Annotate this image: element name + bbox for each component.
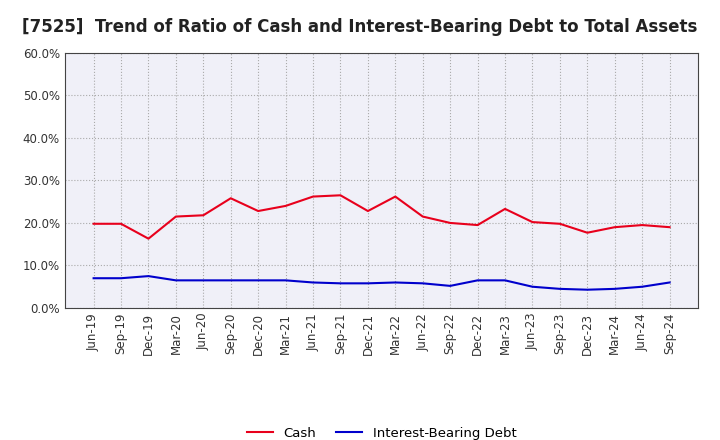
Legend: Cash, Interest-Bearing Debt: Cash, Interest-Bearing Debt	[241, 422, 522, 440]
Interest-Bearing Debt	[583, 287, 592, 292]
Cash	[638, 222, 647, 228]
Interest-Bearing Debt	[309, 280, 318, 285]
Interest-Bearing Debt	[254, 278, 263, 283]
Interest-Bearing Debt	[226, 278, 235, 283]
Interest-Bearing Debt	[500, 278, 509, 283]
Cash	[583, 230, 592, 235]
Interest-Bearing Debt	[144, 273, 153, 279]
Cash	[199, 213, 207, 218]
Cash	[418, 214, 427, 219]
Interest-Bearing Debt	[117, 275, 125, 281]
Cash	[665, 224, 674, 230]
Cash	[171, 214, 180, 219]
Interest-Bearing Debt	[391, 280, 400, 285]
Cash	[89, 221, 98, 227]
Cash	[226, 196, 235, 201]
Interest-Bearing Debt	[638, 284, 647, 290]
Interest-Bearing Debt	[89, 275, 98, 281]
Interest-Bearing Debt	[528, 284, 537, 290]
Cash	[528, 220, 537, 225]
Interest-Bearing Debt	[418, 281, 427, 286]
Cash	[144, 236, 153, 241]
Cash	[556, 221, 564, 227]
Cash	[473, 222, 482, 228]
Cash	[336, 193, 345, 198]
Interest-Bearing Debt	[665, 280, 674, 285]
Cash	[500, 206, 509, 212]
Cash	[364, 209, 372, 214]
Interest-Bearing Debt	[446, 283, 454, 289]
Interest-Bearing Debt	[199, 278, 207, 283]
Interest-Bearing Debt	[171, 278, 180, 283]
Cash	[254, 209, 263, 214]
Cash	[446, 220, 454, 226]
Interest-Bearing Debt	[336, 281, 345, 286]
Cash	[117, 221, 125, 227]
Interest-Bearing Debt	[611, 286, 619, 291]
Interest-Bearing Debt	[282, 278, 290, 283]
Line: Interest-Bearing Debt: Interest-Bearing Debt	[94, 276, 670, 290]
Interest-Bearing Debt	[473, 278, 482, 283]
Cash	[309, 194, 318, 199]
Text: [7525]  Trend of Ratio of Cash and Interest-Bearing Debt to Total Assets: [7525] Trend of Ratio of Cash and Intere…	[22, 18, 698, 36]
Interest-Bearing Debt	[364, 281, 372, 286]
Interest-Bearing Debt	[556, 286, 564, 291]
Cash	[282, 203, 290, 209]
Cash	[391, 194, 400, 199]
Cash	[611, 224, 619, 230]
Line: Cash: Cash	[94, 195, 670, 238]
